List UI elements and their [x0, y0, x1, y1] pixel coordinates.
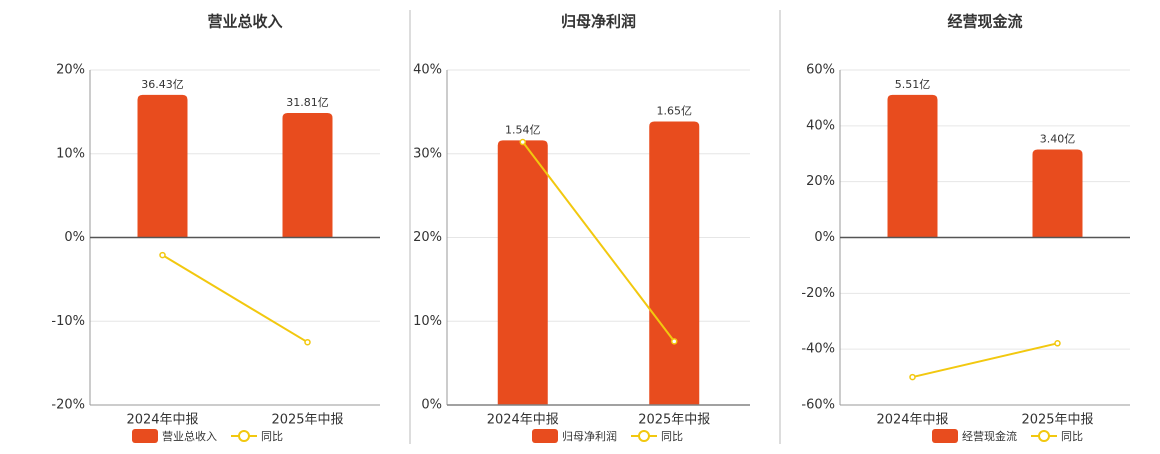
legend-swatch	[132, 429, 158, 443]
line-point	[1054, 340, 1061, 347]
chart-title: 归母净利润	[561, 13, 636, 31]
value-label: 1.65亿	[657, 105, 693, 118]
y-tick-label: 20%	[56, 63, 85, 78]
x-tick-label: 2024年中报	[487, 413, 559, 428]
value-label: 31.81亿	[286, 96, 329, 109]
y-tick-label: 10%	[56, 146, 85, 161]
bar	[1032, 149, 1083, 238]
legend-label: 归母净利润	[562, 429, 617, 443]
line-point	[304, 338, 311, 346]
value-label: 5.51亿	[895, 78, 931, 91]
y-tick-label: 60%	[806, 63, 835, 78]
legend-swatch	[638, 430, 650, 442]
y-tick-label: 0%	[421, 398, 442, 413]
y-tick-label: 40%	[806, 118, 835, 133]
line-point	[519, 138, 526, 146]
y-tick-label: 20%	[806, 174, 835, 189]
y-tick-label: 10%	[413, 314, 442, 329]
legend-label: 同比	[1061, 430, 1083, 443]
value-label: 3.40亿	[1040, 132, 1076, 145]
y-tick-label: -40%	[801, 342, 835, 357]
line-point	[159, 251, 166, 259]
y-tick-label: -20%	[51, 398, 85, 413]
line	[521, 141, 676, 342]
bar	[497, 140, 548, 405]
legend-label: 营业总收入	[162, 429, 217, 443]
x-tick-label: 2024年中报	[126, 413, 198, 428]
legend-label: 同比	[661, 430, 683, 443]
bar	[282, 113, 333, 238]
line	[161, 254, 309, 344]
legend-label: 经营现金流	[962, 429, 1017, 443]
line-point	[671, 338, 678, 345]
chart-title: 营业总收入	[207, 13, 282, 31]
x-tick-label: 2025年中报	[1021, 413, 1093, 428]
y-tick-label: 20%	[413, 230, 442, 245]
y-tick-label: -20%	[801, 286, 835, 301]
bar	[649, 121, 700, 406]
legend-swatch	[532, 429, 558, 443]
bar	[887, 94, 938, 238]
legend-label: 同比	[261, 430, 283, 443]
legend-swatch	[1038, 430, 1050, 442]
y-tick-label: 30%	[413, 146, 442, 161]
y-tick-label: 40%	[413, 63, 442, 78]
x-tick-label: 2025年中报	[638, 413, 710, 428]
y-tick-label: -60%	[801, 398, 835, 413]
y-tick-label: 0%	[64, 230, 85, 245]
value-label: 36.43亿	[141, 78, 184, 91]
y-tick-label: -10%	[51, 314, 85, 329]
x-tick-label: 2025年中报	[271, 413, 343, 428]
value-label: 1.54亿	[505, 123, 541, 136]
legend-swatch	[932, 429, 958, 443]
x-tick-label: 2024年中报	[876, 413, 948, 428]
legend-swatch	[238, 430, 250, 442]
y-tick-label: 0%	[814, 230, 835, 245]
bar	[137, 94, 188, 238]
chart-title: 经营现金流	[947, 13, 1022, 31]
line	[912, 342, 1058, 379]
line-point	[909, 373, 916, 381]
